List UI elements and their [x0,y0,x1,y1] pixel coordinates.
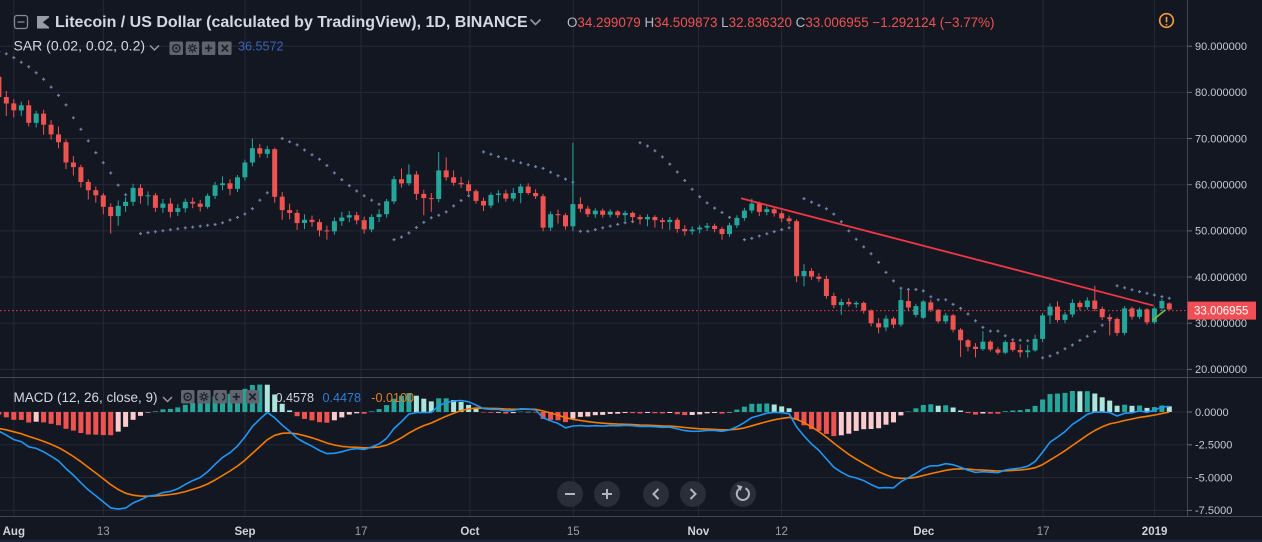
svg-text:0.4478: 0.4478 [323,391,362,405]
svg-text:17: 17 [1037,526,1050,538]
svg-text:12: 12 [775,526,788,538]
svg-text:40.000000: 40.000000 [1195,272,1247,284]
svg-text:Litecoin / US Dollar (calculat: Litecoin / US Dollar (calculated by Trad… [55,14,528,31]
svg-text:SAR (0.02, 0.02, 0.2): SAR (0.02, 0.02, 0.2) [14,38,146,54]
svg-text:0.4578: 0.4578 [276,391,315,405]
svg-text:60.000000: 60.000000 [1195,180,1247,192]
svg-text:20.000000: 20.000000 [1195,364,1247,376]
svg-text:0.0000: 0.0000 [1195,407,1229,419]
svg-text:-5.0000: -5.0000 [1195,472,1232,484]
svg-text:Dec: Dec [913,526,935,538]
svg-text:MACD (12, 26, close, 9): MACD (12, 26, close, 9) [14,390,158,405]
svg-text:Sep: Sep [234,526,255,538]
svg-text:36.5572: 36.5572 [238,40,284,54]
svg-text:O34.299079 H34.509873 L32.8363: O34.299079 H34.509873 L32.836320 C33.006… [567,15,994,30]
svg-text:13: 13 [97,526,110,538]
svg-text:90.000000: 90.000000 [1195,41,1247,53]
svg-text:2019: 2019 [1142,526,1168,538]
svg-text:-2.5000: -2.5000 [1195,440,1232,452]
svg-text:Aug: Aug [3,526,25,538]
svg-text:30.000000: 30.000000 [1195,318,1247,330]
svg-text:15: 15 [567,526,580,538]
svg-text:33.006955: 33.006955 [1194,306,1248,318]
svg-text:17: 17 [355,526,368,538]
svg-text:Nov: Nov [688,526,710,538]
svg-text:50.000000: 50.000000 [1195,226,1247,238]
svg-text:-7.5000: -7.5000 [1195,505,1232,517]
svg-text:Oct: Oct [460,526,479,538]
svg-text:80.000000: 80.000000 [1195,87,1247,99]
svg-text:70.000000: 70.000000 [1195,133,1247,145]
svg-text:-0.0100: -0.0100 [371,391,414,405]
